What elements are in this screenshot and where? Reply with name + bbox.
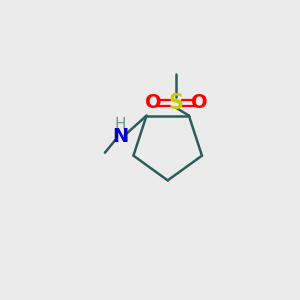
Text: H: H: [114, 117, 126, 132]
Text: O: O: [146, 94, 162, 112]
Text: O: O: [191, 94, 207, 112]
Text: N: N: [112, 127, 128, 146]
Text: S: S: [168, 93, 183, 113]
